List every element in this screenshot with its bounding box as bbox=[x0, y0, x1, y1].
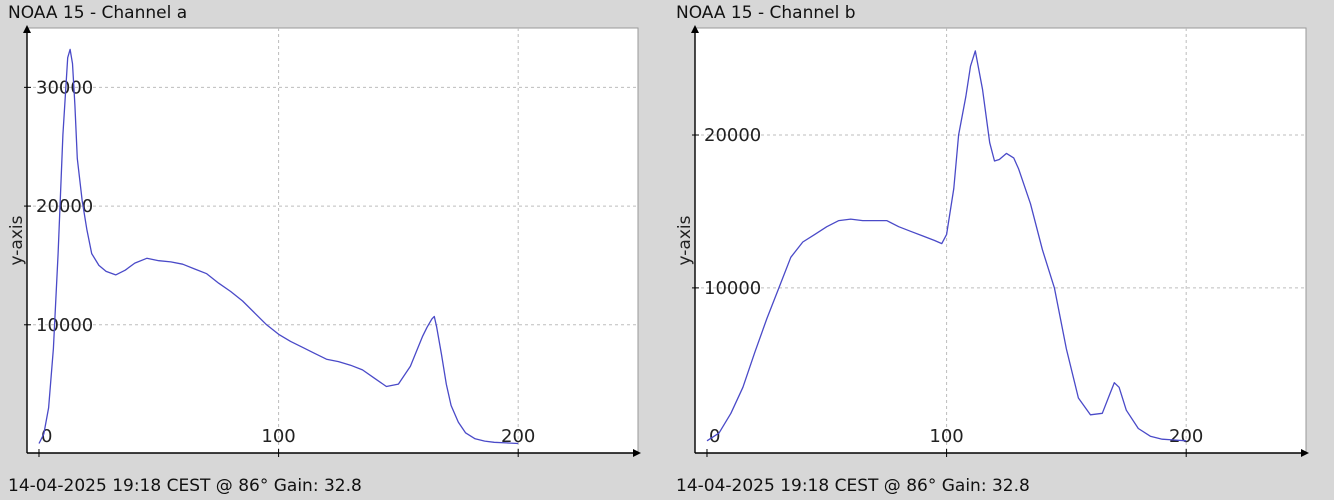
x-tick-label: 100 bbox=[929, 426, 963, 447]
chart-footer: 14-04-2025 19:18 CEST @ 86° Gain: 32.8 bbox=[676, 476, 1030, 496]
chart-footer: 14-04-2025 19:18 CEST @ 86° Gain: 32.8 bbox=[8, 476, 362, 496]
plot-area bbox=[26, 27, 639, 454]
chart-title: NOAA 15 - Channel b bbox=[676, 3, 856, 23]
y-axis-label: y-axis bbox=[675, 215, 695, 265]
y-tick-label: 10000 bbox=[36, 315, 93, 336]
chart-panel-channel-b: NOAA 15 - Channel b 0 100 200 10000 20000 y-a… bbox=[668, 0, 1328, 500]
x-tick-label: 0 bbox=[41, 426, 52, 447]
chart-title: NOAA 15 - Channel a bbox=[8, 3, 188, 23]
series-line bbox=[706, 50, 1187, 442]
chart-panel-channel-a: NOAA 15 - Channel a 0 100 200 10000 20000 300… bbox=[0, 0, 660, 500]
x-tick-label: 200 bbox=[1169, 426, 1203, 447]
y-tick-label: 20000 bbox=[36, 196, 93, 217]
y-axis-arrow bbox=[23, 25, 31, 33]
x-axis-arrow bbox=[1301, 449, 1309, 457]
x-tick-label: 200 bbox=[501, 426, 535, 447]
chart-plot-channel-a: 0 100 200 10000 20000 30000 y-axis bbox=[7, 25, 641, 457]
y-tick-label: 10000 bbox=[704, 278, 761, 299]
y-tick-label: 20000 bbox=[704, 125, 761, 146]
x-tick-label: 100 bbox=[261, 426, 295, 447]
series-line bbox=[38, 48, 519, 445]
y-tick-label: 30000 bbox=[36, 77, 93, 98]
x-axis-arrow bbox=[633, 449, 641, 457]
plot-area bbox=[694, 27, 1307, 454]
y-axis-arrow bbox=[691, 25, 699, 33]
y-axis-label: y-axis bbox=[7, 215, 27, 265]
